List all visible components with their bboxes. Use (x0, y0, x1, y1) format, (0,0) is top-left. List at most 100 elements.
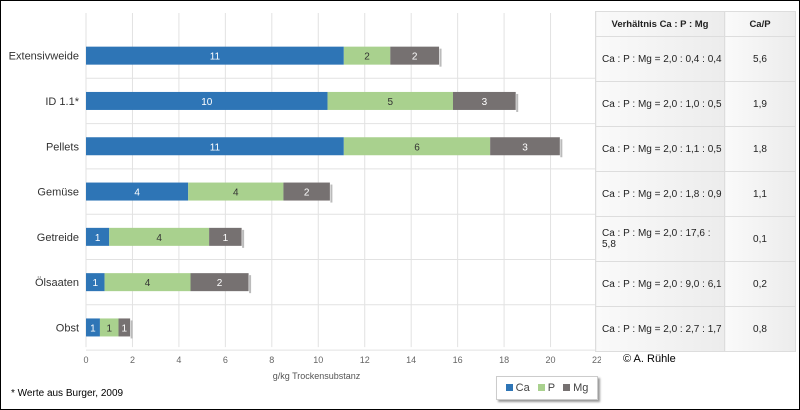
bar-segment-ca (86, 137, 344, 156)
data-label: 10 (201, 97, 213, 108)
category-label: Getreide (37, 232, 79, 244)
legend-label: P (547, 382, 556, 394)
category-label: ID 1.1* (45, 96, 79, 108)
bar-segment-mg (190, 273, 249, 292)
ca-p-cell: 5,6 (724, 36, 796, 82)
table-row: Ca : P : Mg = 2,0 : 1,8 : 0,9 1,1 (595, 171, 796, 217)
ca-p-cell: 0,2 (724, 261, 796, 307)
legend-swatch (563, 384, 571, 391)
bar-segment-p (327, 91, 453, 110)
x-tick-label: 8 (269, 355, 274, 365)
legend-label: Mg (573, 382, 589, 394)
x-tick-label: 18 (499, 355, 509, 365)
category-label: Pellets (46, 141, 80, 153)
bar-segment-mg (283, 182, 330, 201)
bar-segment-ca (86, 318, 100, 337)
bar-segment-mg (490, 137, 560, 156)
table-row: Ca : P : Mg = 2,0 : 1,1 : 0,5 1,8 (595, 126, 796, 172)
bar-segment-p (188, 182, 284, 201)
ratio-cell: Ca : P : Mg = 2,0 : 1,8 : 0,9 (595, 171, 725, 217)
data-label: 11 (210, 52, 221, 63)
bar-segment-ca (86, 182, 189, 201)
bar-segment-p (99, 318, 119, 337)
data-label: 2 (217, 278, 223, 289)
legend-label: Ca (515, 382, 530, 394)
bar-segment-p (343, 46, 391, 65)
ratio-cell: Ca : P : Mg = 2,0 : 1,1 : 0,5 (595, 126, 725, 172)
table-header-ratio: Verhältnis Ca : P : Mg (595, 11, 725, 37)
ratio-table: Verhältnis Ca : P : Mg Ca/P Ca : P : Mg … (595, 11, 796, 352)
x-tick-label: 22 (592, 355, 601, 365)
x-tick-label: 2 (130, 355, 135, 365)
ratio-cell: Ca : P : Mg = 2,0 : 9,0 : 6,1 (595, 261, 725, 307)
data-label: 4 (134, 188, 140, 199)
category-label: Obst (56, 322, 79, 334)
table-row: Ca : P : Mg = 2,0 : 0,4 : 0,4 5,6 (595, 36, 796, 82)
ca-p-cell: 0,1 (724, 216, 796, 262)
ca-p-cell: 1,9 (724, 81, 796, 127)
data-label: 5 (387, 97, 393, 108)
data-label: 4 (145, 278, 151, 289)
bar-segment-mg (390, 46, 440, 65)
x-tick-label: 0 (83, 355, 88, 365)
data-label: 3 (482, 97, 488, 108)
table-row: Ca : P : Mg = 2,0 : 1,0 : 0,5 1,9 (595, 81, 796, 127)
data-label: 1 (122, 323, 128, 334)
category-label: Extensivweide (9, 51, 79, 63)
footnote: * Werte aus Burger, 2009 (11, 388, 124, 399)
bar-segment-ca (86, 273, 105, 292)
bar-segment-mg (452, 91, 516, 110)
ca-p-cell: 1,1 (724, 171, 796, 217)
table-row: Ca : P : Mg = 2,0 : 9,0 : 6,1 0,2 (595, 261, 796, 307)
legend-item-ca: Ca (505, 382, 530, 394)
data-label: 1 (93, 278, 99, 289)
x-tick-label: 14 (406, 355, 416, 365)
ratio-cell: Ca : P : Mg = 2,0 : 0,4 : 0,4 (595, 36, 725, 82)
x-tick-label: 20 (546, 355, 556, 365)
ratio-cell: Ca : P : Mg = 2,0 : 17,6 : 5,8 (595, 216, 725, 262)
data-label: 1 (106, 323, 112, 334)
data-label: 11 (210, 142, 221, 153)
x-tick-label: 16 (453, 355, 463, 365)
bar-segment-mg (118, 318, 131, 337)
legend-swatch (505, 384, 513, 391)
x-tick-label: 10 (313, 355, 323, 365)
data-label: 1 (223, 233, 229, 244)
data-label: 1 (95, 233, 101, 244)
data-label: 1 (90, 323, 96, 334)
bar-segment-ca (86, 91, 328, 110)
data-label: 4 (156, 233, 162, 244)
legend-item-p: P (537, 382, 556, 394)
bar-segment-ca (86, 227, 110, 246)
ratio-cell: Ca : P : Mg = 2,0 : 2,7 : 1,7 (595, 306, 725, 352)
data-label: 3 (522, 142, 528, 153)
x-tick-label: 12 (360, 355, 370, 365)
bar-segment-mg (209, 227, 242, 246)
copyright: © A. Rühle (623, 353, 676, 365)
data-label: 2 (412, 52, 418, 63)
bar-segment-ca (86, 46, 344, 65)
data-label: 6 (414, 142, 420, 153)
legend: Ca P Mg (496, 376, 598, 400)
bar-chart: 0246810121416182022Extensivweide1122ID 1… (9, 13, 601, 381)
legend-item-mg: Mg (563, 382, 588, 394)
legend-swatch (537, 384, 545, 391)
ca-p-cell: 0,8 (724, 306, 796, 352)
data-label: 2 (304, 188, 310, 199)
ratio-cell: Ca : P : Mg = 2,0 : 1,0 : 0,5 (595, 81, 725, 127)
bar-segment-p (343, 137, 491, 156)
x-tick-label: 6 (223, 355, 228, 365)
data-label: 2 (364, 52, 370, 63)
category-label: Gemüse (37, 187, 79, 199)
bar-segment-p (109, 227, 210, 246)
data-label: 4 (233, 188, 239, 199)
table-row: Ca : P : Mg = 2,0 : 17,6 : 5,8 0,1 (595, 216, 796, 262)
bar-segment-p (104, 273, 191, 292)
x-axis-title: g/kg Trockensubstanz (273, 371, 361, 381)
table-row: Ca : P : Mg = 2,0 : 2,7 : 1,7 0,8 (595, 306, 796, 352)
ca-p-cell: 1,8 (724, 126, 796, 172)
category-label: Ölsaaten (35, 277, 79, 289)
table-header-ca-p: Ca/P (724, 11, 796, 37)
x-tick-label: 4 (176, 355, 181, 365)
